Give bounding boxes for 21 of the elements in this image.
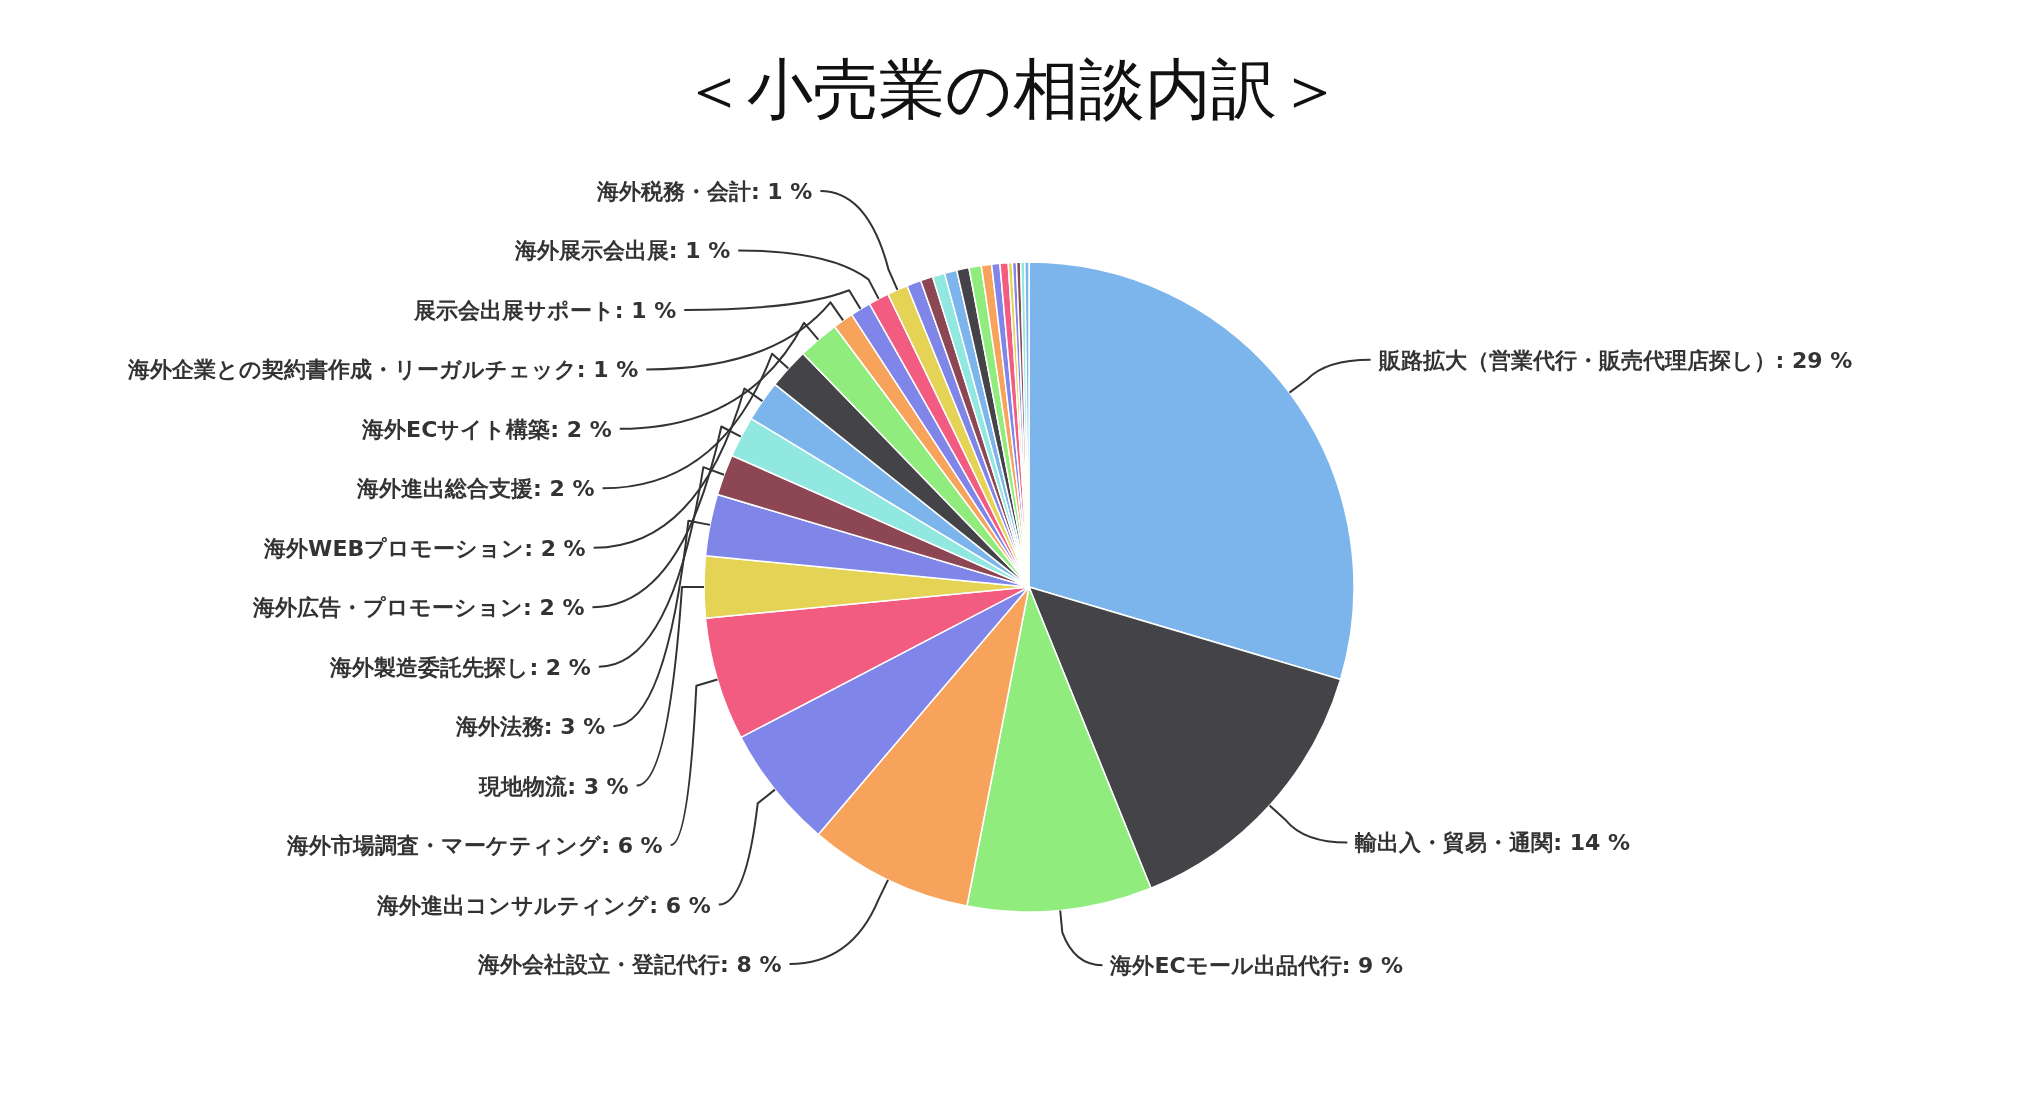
slice-label: 海外展示会出展: 1 % bbox=[513, 238, 731, 264]
slice-label: 海外税務・会計: 1 % bbox=[595, 179, 813, 204]
pie-slice bbox=[1028, 586, 1342, 889]
slice-label: 海外ECサイト構築: 2 % bbox=[361, 416, 612, 442]
slice-label: 現地物流: 3 % bbox=[478, 773, 629, 799]
pie-slice bbox=[1028, 261, 1355, 681]
slice-label: 海外会社設立・登記代行: 8 % bbox=[477, 952, 782, 977]
slice-label: 海外進出総合支援: 2 % bbox=[356, 476, 595, 502]
slice-label: 海外ECモール出品代行: 9 % bbox=[1109, 953, 1404, 979]
slice-label: 販路拡大（営業代行・販売代理店探し）: 29 % bbox=[1377, 347, 1853, 373]
slice-label: 海外製造委託先探し: 2 % bbox=[329, 654, 591, 680]
slice-label: 海外広告・プロモーション: 2 % bbox=[251, 595, 585, 621]
slice-label: 海外市場調査・マーケティング: 6 % bbox=[286, 833, 663, 859]
pie-slice bbox=[966, 586, 1152, 913]
slice-label: 海外WEBプロモーション: 2 % bbox=[263, 535, 586, 561]
slice-label: 海外企業との契約書作成・リーガルチェック: 1 % bbox=[126, 357, 639, 383]
slice-label: 海外進出コンサルティング: 6 % bbox=[376, 892, 711, 918]
chart-title: ＜小売業の相談内訳＞ bbox=[681, 51, 1343, 128]
slice-label: 輸出入・貿易・通関: 14 % bbox=[1354, 830, 1631, 856]
slice-label: 展示会出展サポート: 1 % bbox=[412, 297, 677, 323]
slice-label: 海外法務: 3 % bbox=[454, 714, 606, 740]
